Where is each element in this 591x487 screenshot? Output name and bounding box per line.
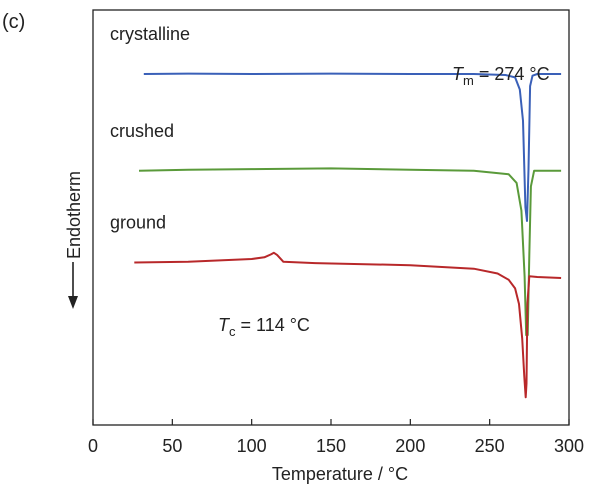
x-tick-label: 250	[475, 436, 505, 456]
series-layer	[134, 72, 562, 399]
series-line-crushed	[138, 167, 562, 337]
x-tick-label: 150	[316, 436, 346, 456]
x-axis-label: Temperature / °C	[272, 464, 408, 484]
series-label-crystalline: crystalline	[110, 24, 190, 44]
y-axis-label: Endotherm	[64, 171, 84, 259]
x-tick-label: 100	[237, 436, 267, 456]
tc-annotation: Tc = 114 °C	[218, 315, 310, 339]
series-line-ground	[134, 251, 562, 399]
x-tick-label: 200	[395, 436, 425, 456]
x-tick-label: 0	[88, 436, 98, 456]
series-label-ground: ground	[110, 213, 166, 233]
y-axis-arrow-icon	[68, 296, 78, 309]
x-tick-label: 300	[554, 436, 584, 456]
tm-annotation: Tm = 274 °C	[452, 64, 550, 88]
x-tick-label: 50	[162, 436, 182, 456]
panel-label: (c)	[2, 11, 25, 33]
series-labels: crystalline crushed ground	[110, 24, 190, 233]
x-axis-ticks: 0 50 100 150 200 250 300	[88, 419, 584, 456]
series-line-crystalline	[143, 72, 562, 222]
series-label-crushed: crushed	[110, 121, 174, 141]
